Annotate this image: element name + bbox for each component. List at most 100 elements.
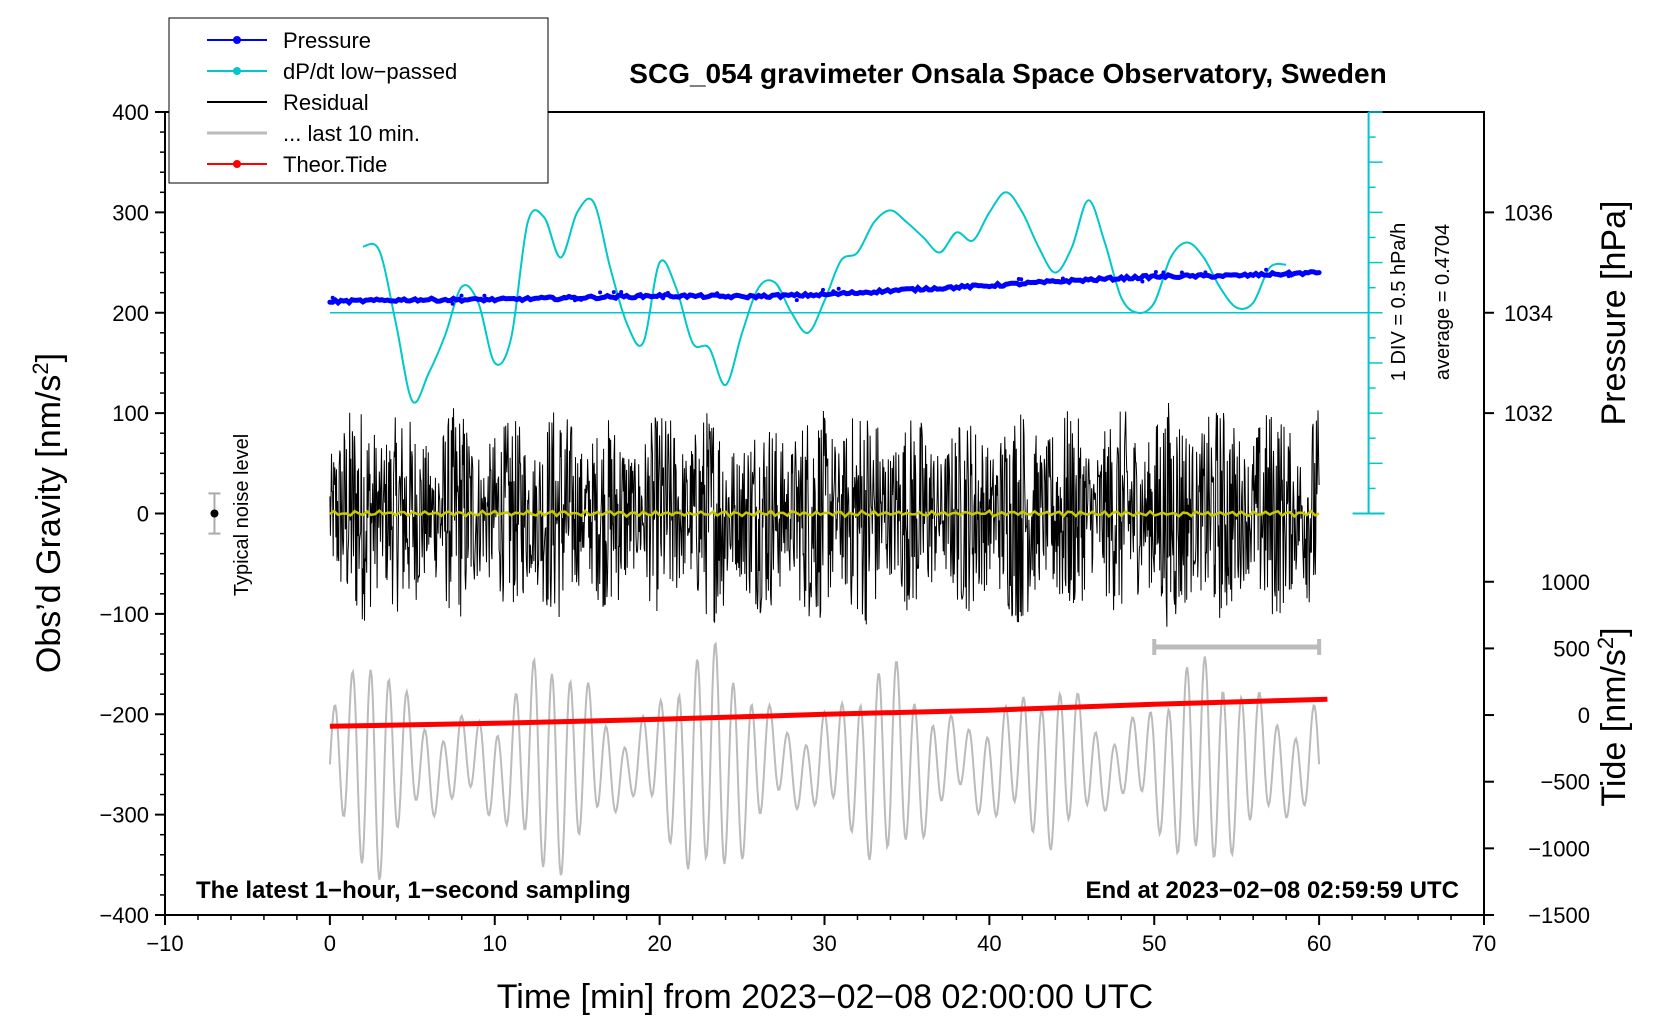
y-left-tick-label: 300: [112, 200, 149, 225]
pressure-point: [330, 295, 335, 300]
legend-box: [168, 17, 549, 184]
y-left-tick-label: −400: [99, 903, 149, 928]
x-axis-label: Time [min] from 2023−02−08 02:00:00 UTC: [497, 978, 1153, 1016]
residual-smoothed-series: [329, 508, 1320, 519]
pressure-point: [482, 293, 487, 298]
noise-point: [210, 509, 219, 518]
pressure-point: [611, 290, 616, 295]
pressure-point: [619, 290, 624, 294]
y-left-tick-label: −100: [99, 602, 149, 627]
legend-label: ... last 10 min.: [283, 121, 420, 146]
legend-label: dP/dt low−passed: [283, 59, 457, 84]
pressure-point: [794, 298, 799, 303]
x-axis-ticks: −10 0 10 20 30 40 50 60 70: [146, 915, 1496, 956]
theor-tide-line: [329, 696, 1328, 729]
y-left-tick-label: 100: [112, 401, 149, 426]
chart-title: SCG_054 gravimeter Onsala Space Observat…: [629, 58, 1386, 89]
pressure-series: [327, 267, 1322, 307]
pressure-line: [327, 269, 1322, 307]
pressure-point: [459, 293, 464, 298]
y-left-tick-label: −300: [99, 803, 149, 828]
note-right: End at 2023−02−08 02:59:59 UTC: [1085, 877, 1459, 904]
x-tick-label: 40: [977, 931, 1001, 956]
x-tick-label: 70: [1472, 931, 1496, 956]
pressure-point: [598, 290, 603, 295]
pressure-axis-ticks: 1036 1034 1032: [1484, 200, 1553, 426]
pressure-point: [500, 296, 505, 301]
x-tick-label: 20: [647, 931, 671, 956]
last-10-min-line: [328, 641, 1321, 881]
pressure-point: [831, 289, 836, 294]
x-tick-label: 60: [1307, 931, 1331, 956]
pressure-tick-label: 1034: [1504, 301, 1553, 326]
legend-marker: [233, 36, 241, 44]
pressure-point: [665, 290, 670, 295]
note-left: The latest 1−hour, 1−second sampling: [196, 877, 631, 904]
residual-smoothed-line: [329, 508, 1320, 519]
pressure-axis-label: Pressure [hPa]: [1595, 201, 1633, 426]
last-10-min-bracket: [1152, 638, 1322, 655]
pressure-point: [1120, 276, 1124, 281]
pressure-point: [440, 298, 445, 303]
pressure-point: [1140, 279, 1145, 284]
residual-line: [329, 402, 1320, 627]
pressure-point: [1286, 274, 1291, 279]
tide-tick-label: 500: [1553, 636, 1590, 661]
tide-tick-label: −500: [1540, 770, 1590, 795]
pressure-point: [454, 297, 459, 302]
x-tick-label: 10: [483, 931, 507, 956]
x-tick-label: 0: [324, 931, 336, 956]
legend-marker: [233, 67, 241, 75]
dpdt-average-text: average = 0.4704: [1432, 224, 1454, 380]
dpdt-series: [329, 191, 1369, 404]
y-left-tick-label: 0: [137, 502, 149, 527]
dpdt-scale-text: 1 DIV = 0.5 hPa/h: [1388, 223, 1410, 381]
pressure-point: [1161, 270, 1166, 275]
pressure-point: [450, 301, 455, 306]
pressure-point: [1264, 267, 1269, 272]
tide-tick-label: 1000: [1541, 570, 1590, 595]
pressure-point: [1203, 270, 1208, 275]
tide-tick-label: 0: [1578, 703, 1590, 728]
pressure-point: [579, 297, 584, 302]
pressure-point: [1166, 272, 1170, 277]
pressure-point: [925, 287, 930, 292]
pressure-point: [1179, 270, 1184, 275]
legend: Pressure dP/dt low−passed Residual ... last…: [168, 17, 549, 184]
pressure-point: [1153, 270, 1158, 274]
theor-tide-series: [329, 696, 1328, 729]
pressure-point: [662, 292, 667, 297]
y-left-tick-label: 400: [112, 100, 149, 125]
dpdt-scale-axis: [1352, 111, 1385, 515]
legend-label: Theor.Tide: [283, 152, 387, 177]
pressure-point: [817, 292, 822, 297]
x-tick-label: 50: [1142, 931, 1166, 956]
y-left-tick-label: 200: [112, 301, 149, 326]
y-left-axis-ticks: 400 300 200 100 0 −100 −200 −300 −400: [99, 100, 165, 928]
pressure-point: [1019, 277, 1024, 282]
y-left-tick-label: −200: [99, 702, 149, 727]
pressure-tick-label: 1032: [1504, 401, 1553, 426]
pressure-point: [1060, 276, 1065, 281]
pressure-point: [715, 291, 720, 296]
legend-label: Pressure: [283, 28, 371, 53]
noise-level-marker: [208, 492, 221, 535]
pressure-tick-label: 1036: [1504, 200, 1553, 225]
last-10-min-series: [328, 641, 1321, 881]
x-tick-label: −10: [146, 931, 183, 956]
tide-tick-label: −1000: [1528, 836, 1590, 861]
tide-axis-label: Tide [nm/s2]: [1593, 627, 1634, 806]
pressure-point: [734, 293, 739, 298]
pressure-point: [572, 298, 577, 303]
y-left-axis-label: Obs’d Gravity [nm/s2]: [28, 353, 69, 673]
pressure-point: [821, 287, 825, 292]
dpdt-line: [362, 191, 1287, 404]
pressure-point: [1290, 271, 1294, 276]
pressure-point: [661, 296, 666, 301]
pressure-point: [545, 294, 550, 299]
pressure-point: [836, 286, 841, 291]
noise-level-label: Typical noise level: [231, 434, 253, 596]
tide-axis-ticks: 1000 500 0 −500 −1000 −1500: [1484, 570, 1590, 928]
legend-label: Residual: [283, 90, 369, 115]
